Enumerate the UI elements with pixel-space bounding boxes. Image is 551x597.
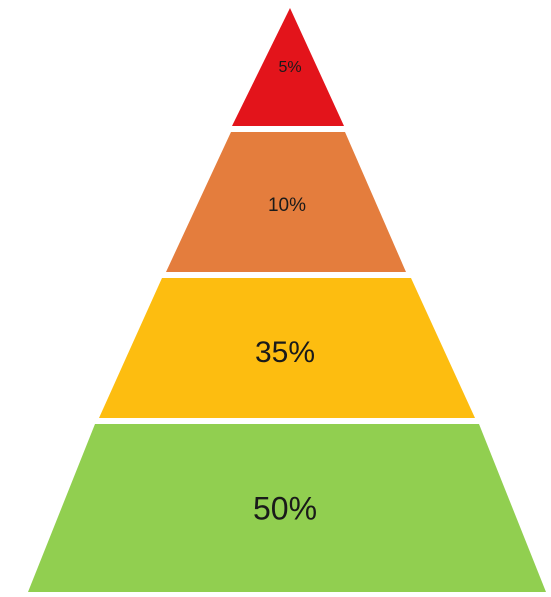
pyramid-tier-third-label: 35% [255, 336, 315, 369]
pyramid-tier-bottom [28, 424, 546, 592]
pyramid-tier-second-label: 10% [268, 195, 306, 216]
pyramid-tier-top-label: 5% [278, 59, 301, 76]
pyramid-tier-top [232, 8, 344, 126]
pyramid-tier-bottom-label: 50% [253, 490, 317, 526]
pyramid-tier-third [99, 278, 475, 418]
pyramid-tier-second [166, 132, 406, 272]
